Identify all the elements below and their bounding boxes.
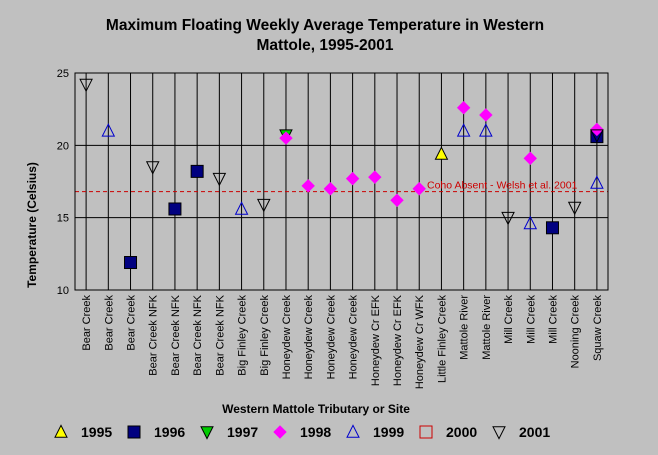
data-point-1995 [434,146,449,160]
data-point-1999 [479,123,493,137]
data-point-1998 [368,170,382,184]
data-point-1998 [523,151,537,166]
y-axis-title: Temperature (Celsius) [25,162,39,288]
data-point-1998 [323,182,338,196]
reference-line-group: Coho Absent - Welsh et al. 2001 [75,180,608,193]
y-tick-label: 10 [57,285,69,297]
data-point-1996 [124,256,138,270]
x-category-label: Mill Creek [503,295,515,344]
data-point-2001 [567,201,582,216]
x-category-label: Honeydew Cr WFK [414,294,426,389]
x-category-label: Nooning Creek [570,295,582,369]
data-point-1996 [545,221,559,235]
data-point-1999 [523,215,538,230]
y-tick-label: 15 [57,213,69,225]
legend-marker-2001 [492,426,506,440]
data-point-2001 [501,211,515,226]
legend-label-1998: 1998 [300,424,331,440]
data-point-1999 [590,175,604,189]
legend-label-2001: 2001 [519,424,550,440]
chart-title-line-2: Mattole, 1995-2001 [257,37,394,54]
data-point-1996 [190,164,204,178]
legend-marker-1995 [54,424,68,438]
data-point-1999 [456,123,471,137]
data-point-1996 [168,202,182,216]
data-point-2001 [145,161,160,175]
legend-marker-1996 [127,425,141,439]
x-axis-title: Western Mattole Tributary or Site [222,402,410,416]
x-category-label: Squaw Creek [592,295,604,362]
x-category-label: Honeydew Creek [281,295,293,380]
x-category-label: Mill Creek [525,295,537,344]
legend-label-1995: 1995 [81,424,112,440]
data-point-1998 [590,122,604,137]
x-category-label: Honeydew Creek [348,295,360,380]
data-point-2001 [212,172,227,187]
legend-label-1996: 1996 [154,424,185,440]
legend-marker-1999 [346,424,360,438]
x-category-label: Honeydew Cr EFK [370,294,382,386]
data-point-1999 [101,123,116,137]
x-category-label: Bear Creek NFK [148,294,160,375]
chart-title-line-1: Maximum Floating Weekly Average Temperat… [106,17,544,34]
x-category-label: Bear Creek [103,295,115,351]
x-category-label: Honeydew Cr EFK [392,294,404,386]
x-category-label: Mattole River [459,295,471,360]
plot-frame [74,72,609,291]
data-point-1998 [412,182,426,196]
x-category-label: Honeydew Creek [325,295,337,380]
x-tick-labels: Bear Creek Bear Creek Bear Creek Bear Creek… [81,294,604,389]
x-category-label: Honeydew Creek [303,295,315,380]
legend-marker-1997 [200,426,214,440]
plot-area [75,73,608,290]
data-point-1998 [390,193,404,208]
x-category-label: Mill Creek [547,295,559,344]
x-category-label: Big Finley Creek [259,295,271,376]
x-category-label: Bear Creek [126,295,138,351]
data-point-1998 [479,108,493,122]
data-points [79,78,604,270]
data-point-1999 [234,201,249,215]
legend: 1995 1996 1997 1998 1999 2000 2001 [54,424,550,440]
data-point-2001 [256,198,271,213]
x-category-label: Mattole River [481,295,493,360]
data-point-2001 [590,129,604,143]
y-tick-label: 25 [57,68,69,80]
legend-label-1999: 1999 [373,424,404,440]
data-point-2001 [79,78,93,93]
x-category-label: Bear Creek NFK [214,294,226,375]
legend-marker-1998 [273,425,287,439]
x-category-label: Bear Creek NFK [170,294,182,375]
x-category-label: Little Finley Creek [436,295,448,384]
legend-label-1997: 1997 [227,424,258,440]
y-tick-labels: 10 15 20 25 [57,68,69,297]
x-category-label: Bear Creek NFK [192,294,204,375]
data-point-1998 [279,131,293,145]
data-point-1998 [301,179,315,193]
y-tick-label: 20 [57,140,69,152]
data-point-1998 [456,101,471,115]
data-point-1998 [345,171,360,186]
x-category-label: Bear Creek [81,295,93,351]
legend-label-2000: 2000 [446,424,477,440]
reference-line-label: Coho Absent - Welsh et al. 2001 [427,180,578,192]
x-category-label: Big Finley Creek [237,295,249,376]
legend-marker-2000 [419,425,433,439]
